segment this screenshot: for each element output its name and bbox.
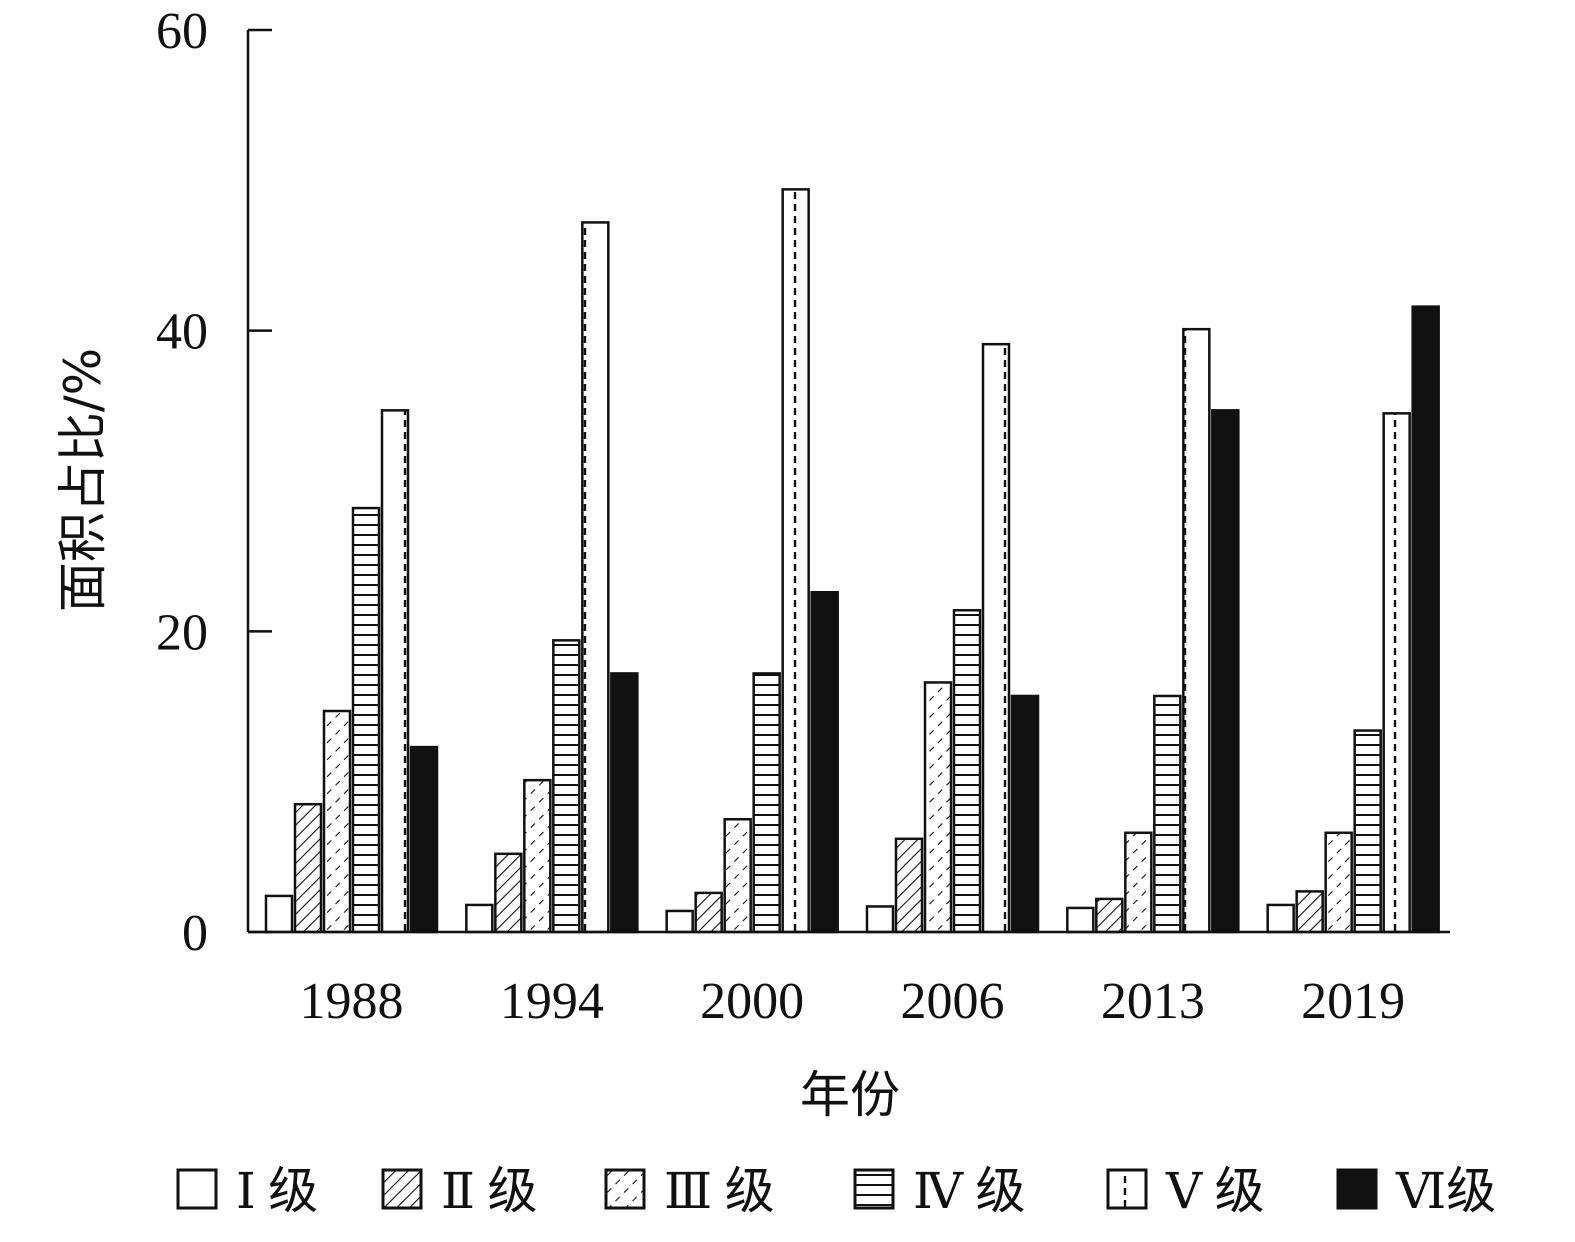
legend-swatch-3: [606, 1170, 644, 1208]
bar-2000-series-4: [754, 673, 780, 932]
y-tick-label: 40: [156, 304, 208, 361]
bar-2006-series-5: [983, 344, 1009, 932]
plot-area: 0 20 40 60 1988 1994 2000 2006 2013 2019: [156, 3, 1450, 1030]
x-tick-label: 2013: [1101, 973, 1205, 1030]
bar-1988-series-5: [382, 410, 408, 932]
legend-label-2: Ⅱ 级: [441, 1163, 537, 1219]
legend-label-1: Ⅰ 级: [236, 1163, 318, 1219]
bar-1988-series-4: [353, 508, 379, 932]
y-tick-label: 0: [182, 905, 208, 962]
bar-1994-series-6: [611, 673, 637, 932]
legend: Ⅰ 级 Ⅱ 级 Ⅲ 级 Ⅳ 级 Ⅴ 级 Ⅵ级: [178, 1163, 1496, 1219]
legend-swatch-5: [1108, 1170, 1146, 1208]
bar-2019-series-6: [1413, 307, 1439, 932]
bar-1994-series-1: [466, 905, 492, 932]
bar-2013-series-1: [1067, 908, 1093, 932]
legend-swatch-2: [383, 1170, 421, 1208]
x-tick-label: 2019: [1301, 973, 1405, 1030]
legend-label-4: Ⅳ 级: [913, 1163, 1025, 1219]
bar-2006-series-3: [925, 682, 951, 932]
bar-2006-series-6: [1012, 696, 1038, 932]
bar-2013-series-2: [1096, 899, 1122, 932]
bar-1994-series-4: [553, 640, 579, 932]
bar-2019-series-1: [1268, 905, 1294, 932]
x-tick-label: 1994: [500, 973, 604, 1030]
bar-1988-series-6: [411, 747, 437, 932]
x-ticks: 1988 1994 2000 2006 2013 2019: [300, 973, 1406, 1030]
bar-1994-series-3: [524, 780, 550, 932]
y-axis-title: 面积占比/%: [54, 348, 112, 612]
y-tick-label: 20: [156, 604, 208, 661]
legend-label-5: Ⅴ 级: [1165, 1163, 1265, 1219]
bar-2019-series-3: [1326, 833, 1352, 932]
bar-1988-series-3: [324, 711, 350, 932]
x-axis-title: 年份: [800, 1066, 900, 1124]
bar-2000-series-6: [812, 592, 838, 932]
bar-1988-series-1: [266, 896, 292, 932]
bar-2000-series-1: [667, 911, 693, 932]
legend-swatch-6: [1338, 1170, 1376, 1208]
y-ticks: 0 20 40 60: [156, 3, 272, 962]
legend-swatch-1: [178, 1170, 216, 1208]
bar-2006-series-4: [954, 610, 980, 932]
legend-label-6: Ⅵ级: [1395, 1163, 1496, 1219]
bar-1988-series-2: [295, 804, 321, 932]
bar-2019-series-5: [1384, 413, 1410, 932]
bar-2013-series-6: [1212, 410, 1238, 932]
legend-swatch-4: [855, 1170, 893, 1208]
legend-label-3: Ⅲ 级: [664, 1163, 775, 1219]
x-tick-label: 2000: [700, 973, 804, 1030]
bar-1994-series-2: [495, 854, 521, 932]
bar-2019-series-4: [1355, 731, 1381, 932]
x-tick-label: 2006: [901, 973, 1005, 1030]
bar-2019-series-2: [1297, 891, 1323, 932]
bar-2013-series-3: [1125, 833, 1151, 932]
y-tick-label: 60: [156, 3, 208, 60]
x-tick-label: 1988: [300, 973, 404, 1030]
bar-2013-series-5: [1183, 329, 1209, 932]
bar-2013-series-4: [1154, 696, 1180, 932]
bar-2006-series-1: [867, 906, 893, 932]
bars: [266, 189, 1439, 932]
bar-1994-series-5: [582, 222, 608, 932]
bar-2000-series-2: [696, 893, 722, 932]
bar-2006-series-2: [896, 839, 922, 932]
bar-2000-series-5: [783, 189, 809, 932]
bar-2000-series-3: [725, 819, 751, 932]
